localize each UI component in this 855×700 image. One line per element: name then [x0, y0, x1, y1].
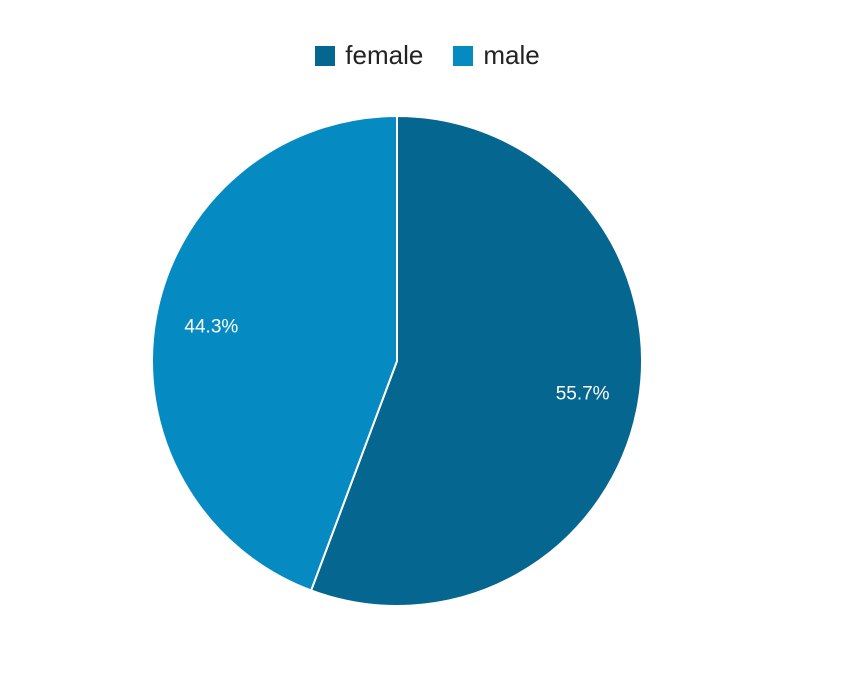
pie-slice-male[interactable]: [151, 114, 398, 592]
slice-label-male: 44.3%: [184, 316, 238, 337]
legend-item-female[interactable]: female: [315, 40, 423, 71]
legend-label-female: female: [345, 40, 424, 70]
legend-swatch-male: [453, 45, 474, 66]
pie-slice-female[interactable]: [309, 114, 643, 607]
slice-label-female: 55.7%: [556, 384, 610, 405]
legend-item-male[interactable]: male: [453, 40, 540, 71]
legend-label-male: male: [483, 40, 540, 70]
chart-legend: female male: [0, 40, 855, 71]
legend-swatch-female: [315, 45, 336, 66]
